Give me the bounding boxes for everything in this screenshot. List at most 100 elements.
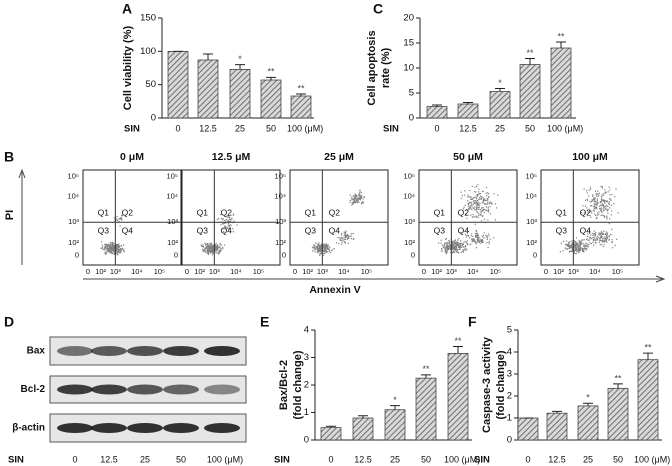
event-dot (603, 237, 605, 240)
event-dot (474, 236, 477, 238)
event-dot (606, 210, 608, 212)
event-dot (470, 235, 472, 237)
event-dot (351, 199, 353, 201)
event-dot (218, 218, 220, 220)
event-dot (108, 245, 110, 247)
event-dot (470, 238, 473, 240)
event-dot (485, 206, 488, 208)
event-dot (210, 246, 213, 248)
event-dot (111, 250, 113, 252)
event-dot (207, 242, 209, 245)
event-dot (119, 246, 121, 248)
event-dot (593, 205, 596, 207)
event-dot (476, 206, 478, 208)
event-dot (598, 241, 600, 243)
event-dot (464, 249, 466, 251)
event-dot (599, 208, 602, 210)
flow-plot-frame (289, 169, 389, 266)
event-dot (116, 245, 118, 247)
event-dot (593, 208, 595, 210)
event-dot (208, 251, 210, 254)
x-tick-label: 25 (495, 123, 505, 133)
y-axis-label: Caspase-3 activity (481, 336, 493, 433)
event-dot (355, 194, 357, 196)
event-dot (575, 244, 577, 246)
event-dot (605, 240, 607, 242)
event-dot (470, 206, 472, 208)
flow-y-tick-label: 10⁵ (404, 172, 415, 181)
event-dot (610, 234, 612, 236)
event-dot (564, 244, 567, 246)
event-dot (464, 246, 466, 248)
event-dot (449, 244, 451, 246)
event-dot (603, 207, 605, 209)
event-dot (606, 215, 608, 217)
event-dot (591, 212, 593, 214)
event-dot (106, 243, 108, 245)
event-dot (457, 249, 459, 251)
event-dot (101, 247, 103, 249)
event-dot (104, 249, 106, 251)
event-dot (109, 245, 111, 247)
event-dot (603, 215, 605, 218)
event-dot (211, 250, 213, 252)
event-dot (452, 244, 454, 246)
event-dot (111, 242, 113, 245)
event-dot (328, 249, 331, 251)
y-tick-label: 15 (403, 38, 414, 49)
flow-y-tick-label: 10² (68, 238, 79, 247)
event-dot (326, 247, 328, 249)
event-dot (568, 246, 571, 248)
event-dot (471, 205, 473, 207)
flow-y-tick-label: 10⁴ (403, 192, 415, 201)
event-dot (614, 196, 616, 198)
event-dot (579, 248, 581, 250)
event-dot (594, 208, 596, 210)
event-dot (359, 192, 361, 194)
x-tick-label: 100 (μM) (634, 454, 670, 464)
event-dot (214, 248, 216, 250)
event-dot (489, 201, 492, 203)
blot-band (91, 384, 127, 395)
event-dot (592, 238, 594, 241)
bar (637, 359, 659, 441)
event-dot (463, 241, 465, 243)
event-dot (568, 242, 570, 244)
event-dot (472, 239, 474, 241)
event-dot (220, 214, 222, 216)
event-dot (451, 246, 453, 248)
event-dot (594, 207, 596, 209)
event-dot (601, 200, 603, 202)
pi-arrow (18, 168, 26, 265)
event-dot (571, 245, 573, 247)
event-dot (470, 214, 472, 216)
error-bar (390, 405, 400, 410)
event-dot (458, 252, 460, 254)
event-dot (601, 236, 603, 238)
event-dot (452, 242, 455, 244)
event-dot (486, 209, 488, 211)
event-dot (216, 252, 218, 254)
event-dot (202, 248, 204, 250)
event-dot (472, 207, 474, 209)
error-bar (453, 346, 463, 354)
event-dot (476, 211, 478, 213)
event-dot (207, 245, 209, 247)
event-dot (583, 247, 585, 249)
bar (320, 427, 342, 441)
event-dot (107, 243, 109, 246)
event-dot (209, 250, 211, 252)
event-dot (210, 247, 212, 249)
bar (352, 417, 374, 441)
x-tick-label: 50 (266, 123, 276, 133)
event-dot (354, 200, 356, 202)
bar (260, 79, 282, 119)
flow-x-tick-label: 10⁵ (253, 267, 264, 276)
event-dot (588, 244, 590, 246)
event-dot (607, 209, 609, 211)
blot-lane-label: 0 (72, 454, 77, 464)
event-dot (232, 228, 234, 230)
event-dot (476, 233, 479, 235)
event-dot (572, 243, 574, 245)
event-dot (585, 199, 587, 201)
